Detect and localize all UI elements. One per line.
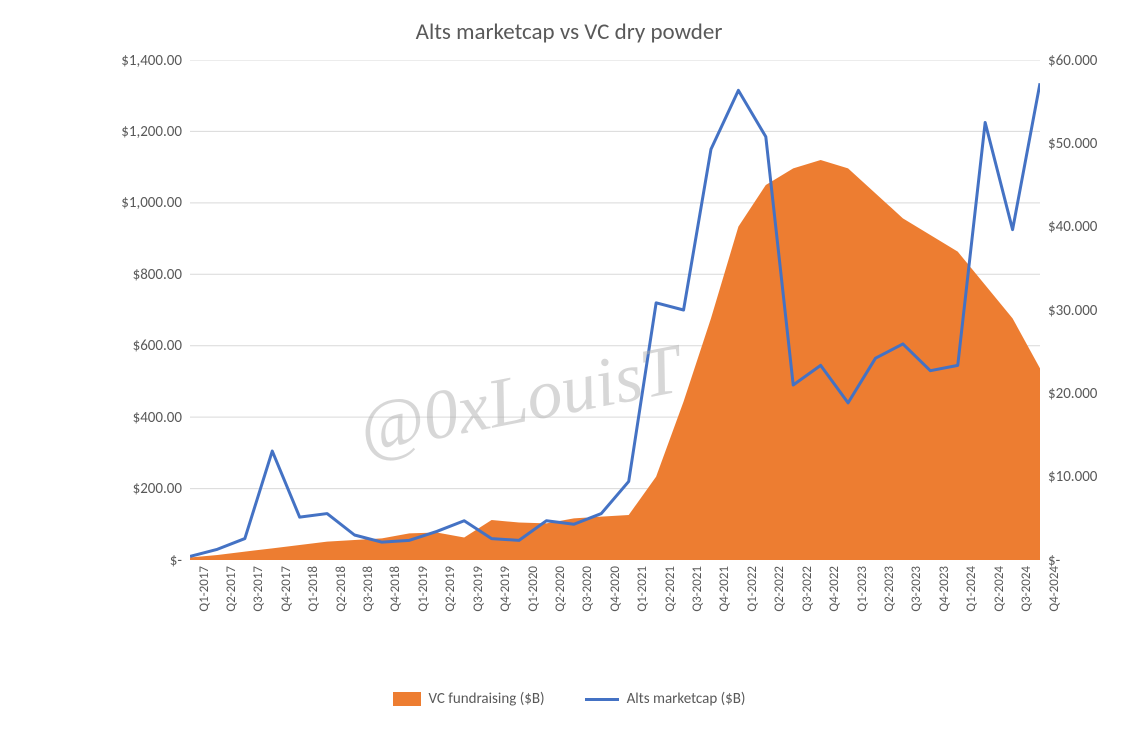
x-tick-label: Q3-2017 [251, 566, 266, 656]
chart-title: Alts marketcap vs VC dry powder [0, 18, 1138, 46]
x-tick-label: Q1-2023 [855, 566, 870, 656]
x-tick-label: Q2-2024 [992, 566, 1007, 656]
x-tick-label: Q2-2020 [553, 566, 568, 656]
x-tick-label: Q4-2024 [1047, 566, 1062, 656]
legend-label-line: Alts marketcap ($B) [627, 690, 746, 708]
y1-tick-label: $400.00 [133, 409, 182, 427]
legend-label-area: VC fundraising ($B) [429, 690, 545, 708]
x-tick-label: Q3-2019 [471, 566, 486, 656]
x-tick-label: Q1-2024 [964, 566, 979, 656]
x-tick-label: Q2-2022 [772, 566, 787, 656]
x-tick-label: Q3-2024 [1019, 566, 1034, 656]
x-tick-label: Q3-2022 [800, 566, 815, 656]
x-tick-label: Q1-2018 [306, 566, 321, 656]
y1-tick-label: $600.00 [133, 337, 182, 355]
x-tick-label: Q2-2023 [882, 566, 897, 656]
chart-container: { "chart": { "type": "combo-area-line", … [0, 0, 1138, 739]
x-tick-label: Q1-2020 [526, 566, 541, 656]
x-tick-label: Q3-2023 [909, 566, 924, 656]
y2-tick-label: $10.000 [1048, 468, 1097, 486]
plot-area [190, 60, 1040, 560]
y1-tick-label: $800.00 [133, 266, 182, 284]
y1-tick-label: $- [170, 552, 182, 570]
area-series [190, 160, 1040, 560]
x-tick-label: Q1-2017 [197, 566, 212, 656]
x-tick-label: Q3-2021 [690, 566, 705, 656]
y2-tick-label: $20.000 [1048, 385, 1097, 403]
x-tick-label: Q1-2021 [635, 566, 650, 656]
legend: VC fundraising ($B) Alts marketcap ($B) [0, 690, 1138, 708]
x-tick-label: Q4-2017 [279, 566, 294, 656]
y1-tick-label: $1,400.00 [121, 52, 182, 70]
legend-item-line: Alts marketcap ($B) [585, 690, 746, 708]
legend-item-area: VC fundraising ($B) [393, 690, 545, 708]
legend-swatch-line [585, 698, 619, 701]
x-tick-label: Q2-2017 [224, 566, 239, 656]
x-tick-label: Q3-2018 [361, 566, 376, 656]
y2-tick-label: $50.000 [1048, 135, 1097, 153]
y1-tick-label: $200.00 [133, 480, 182, 498]
y2-tick-label: $30.000 [1048, 302, 1097, 320]
x-tick-label: Q4-2021 [717, 566, 732, 656]
x-tick-label: Q3-2020 [580, 566, 595, 656]
x-tick-label: Q4-2018 [388, 566, 403, 656]
legend-swatch-area [393, 692, 421, 706]
y1-tick-label: $1,000.00 [121, 194, 182, 212]
y2-tick-label: $60.000 [1048, 52, 1097, 70]
x-tick-label: Q1-2022 [745, 566, 760, 656]
x-tick-label: Q4-2019 [498, 566, 513, 656]
x-tick-label: Q4-2023 [937, 566, 952, 656]
y2-tick-label: $40.000 [1048, 218, 1097, 236]
y1-tick-label: $1,200.00 [121, 123, 182, 141]
x-tick-label: Q4-2020 [608, 566, 623, 656]
x-tick-label: Q2-2021 [663, 566, 678, 656]
x-tick-label: Q1-2019 [416, 566, 431, 656]
x-tick-label: Q2-2018 [334, 566, 349, 656]
x-tick-label: Q4-2022 [827, 566, 842, 656]
x-tick-label: Q2-2019 [443, 566, 458, 656]
